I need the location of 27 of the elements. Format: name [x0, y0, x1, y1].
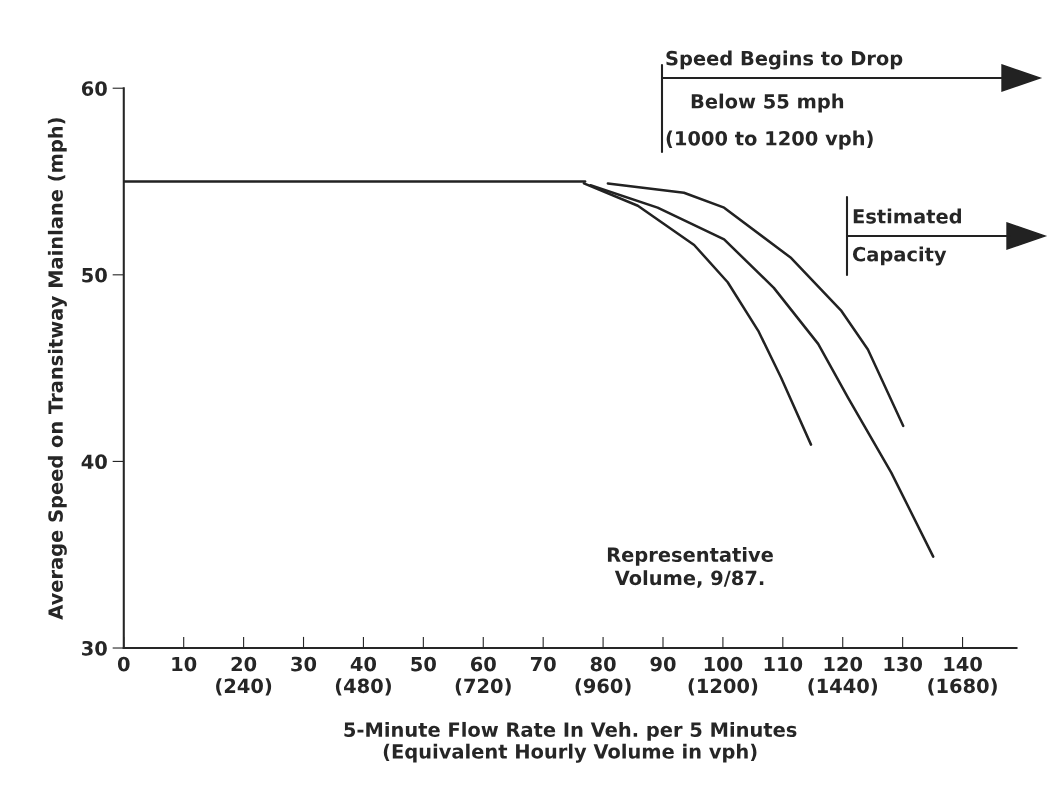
- x-tick-label: 90: [650, 656, 676, 672]
- annotation: Below 55 mph: [691, 93, 844, 113]
- y-tick-label: 60: [81, 81, 107, 96]
- x-tick-label: 100 (1200): [688, 656, 758, 696]
- x-tick-label: 140 (1680): [928, 656, 997, 696]
- x-tick-label: 20 (240): [216, 656, 272, 696]
- x-tick-label: 70: [530, 656, 556, 672]
- x-tick-label: 60 (720): [455, 656, 511, 696]
- x-tick-label: 10: [172, 656, 197, 672]
- x-tick-label: 30: [291, 656, 317, 672]
- x-tick-label: 120 (1440): [808, 656, 878, 696]
- annotation: Estimated: [853, 208, 961, 224]
- annotation: (1000 to 1200 vph): [666, 130, 873, 150]
- text: Speed Begins to Drop: [666, 50, 903, 70]
- annotation: Representative Volume, 9/87.: [607, 546, 773, 588]
- y-tick-label: 30: [82, 640, 107, 656]
- y-tick-label: 50: [82, 267, 107, 283]
- x-tick-label: 50: [411, 656, 436, 672]
- x-axis-title: 5-Minute Flow Rate In Veh. per 5 Minutes (Equivalent Hourly Volume in vph): [344, 721, 797, 763]
- x-tick-label: 130: [884, 656, 923, 672]
- annotation: Capacity: [852, 246, 947, 266]
- y-axis-title: Average Speed on Transitway Mainlane (mph): [47, 118, 67, 620]
- x-tick-label: 80 (960): [575, 656, 631, 696]
- y-tick-label: 40: [81, 454, 107, 470]
- x-tick-label: 0: [117, 656, 130, 672]
- x-tick-label: 40 (480): [335, 656, 391, 696]
- x-tick-label: 110: [764, 656, 803, 672]
